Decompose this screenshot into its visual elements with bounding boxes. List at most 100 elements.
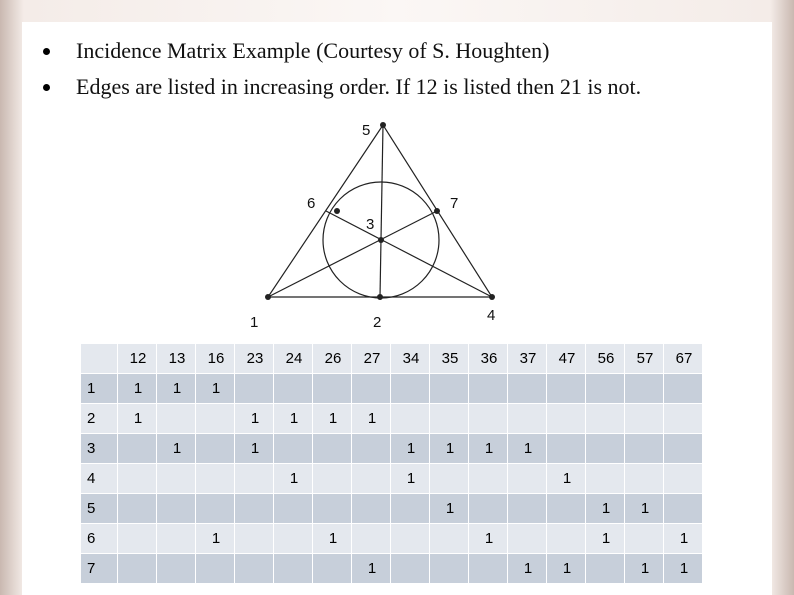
row-label: 5 (80, 493, 118, 524)
cell (312, 373, 352, 404)
cell: 1 (273, 463, 313, 494)
edge (379, 124, 384, 298)
cell (585, 553, 625, 584)
cell (312, 493, 352, 524)
cell (234, 373, 274, 404)
cell (507, 463, 547, 494)
cell (195, 403, 235, 434)
cell (546, 403, 586, 434)
cell (468, 373, 508, 404)
cell: 1 (156, 433, 196, 464)
cell (507, 493, 547, 524)
header-cell: 23 (234, 343, 274, 374)
cell (585, 433, 625, 464)
vertex-label: 7 (450, 195, 458, 212)
cell (663, 403, 703, 434)
cell: 1 (273, 403, 313, 434)
cell (156, 463, 196, 494)
bullet: Edges are listed in increasing order. If… (40, 74, 641, 100)
vertex-label: 2 (373, 314, 381, 331)
header-cell: 16 (195, 343, 235, 374)
cell: 1 (429, 493, 469, 524)
cell: 1 (546, 553, 586, 584)
cell (429, 373, 469, 404)
cell (663, 433, 703, 464)
cell: 1 (585, 523, 625, 554)
cell (468, 553, 508, 584)
cell (351, 523, 391, 554)
cell (507, 373, 547, 404)
cell (195, 553, 235, 584)
vertex-label: 5 (362, 122, 370, 139)
cell (195, 493, 235, 524)
cell (585, 403, 625, 434)
cell (117, 463, 157, 494)
cell (156, 403, 196, 434)
cell (507, 403, 547, 434)
header-cell: 26 (312, 343, 352, 374)
cell: 1 (468, 523, 508, 554)
cell (156, 523, 196, 554)
header-cell: 47 (546, 343, 586, 374)
header-cell: 37 (507, 343, 547, 374)
cell (117, 493, 157, 524)
cell: 1 (546, 463, 586, 494)
header-cell: 24 (273, 343, 313, 374)
cell (156, 493, 196, 524)
cell: 1 (624, 553, 664, 584)
cell (351, 433, 391, 464)
cell (585, 373, 625, 404)
row-label: 7 (80, 553, 118, 584)
cell: 1 (624, 493, 664, 524)
bullet: Incidence Matrix Example (Courtesy of S.… (40, 38, 641, 64)
cell (624, 433, 664, 464)
cell: 1 (156, 373, 196, 404)
cell (351, 373, 391, 404)
cell (351, 493, 391, 524)
cell (195, 463, 235, 494)
cell (429, 523, 469, 554)
cell (624, 403, 664, 434)
cell (312, 553, 352, 584)
row: 6 1 1 1 1 1 (80, 523, 703, 554)
header-cell: 34 (390, 343, 430, 374)
vertex-label: 6 (307, 195, 315, 212)
cell (429, 463, 469, 494)
vertex (377, 294, 383, 300)
cell (429, 403, 469, 434)
header-cell: 36 (468, 343, 508, 374)
cell (234, 493, 274, 524)
header-cell: 27 (351, 343, 391, 374)
cell (234, 523, 274, 554)
row-label: 2 (80, 403, 118, 434)
vertex-label: 4 (487, 307, 495, 324)
cell (117, 553, 157, 584)
cell (234, 463, 274, 494)
cell (273, 433, 313, 464)
cell (390, 523, 430, 554)
cell (624, 373, 664, 404)
cell: 1 (585, 493, 625, 524)
cell (507, 523, 547, 554)
vertex (489, 294, 495, 300)
cell (624, 463, 664, 494)
cell: 1 (351, 403, 391, 434)
cell (468, 403, 508, 434)
row-label: 1 (80, 373, 118, 404)
cell (546, 493, 586, 524)
cell: 1 (312, 523, 352, 554)
cell (546, 523, 586, 554)
cell (273, 523, 313, 554)
vertex-label: 1 (250, 314, 258, 331)
header-cell: 56 (585, 343, 625, 374)
cell (156, 553, 196, 584)
cell: 1 (195, 523, 235, 554)
header-cell: 57 (624, 343, 664, 374)
vertex (334, 208, 340, 214)
cell (390, 373, 430, 404)
cell (312, 433, 352, 464)
cell (546, 433, 586, 464)
